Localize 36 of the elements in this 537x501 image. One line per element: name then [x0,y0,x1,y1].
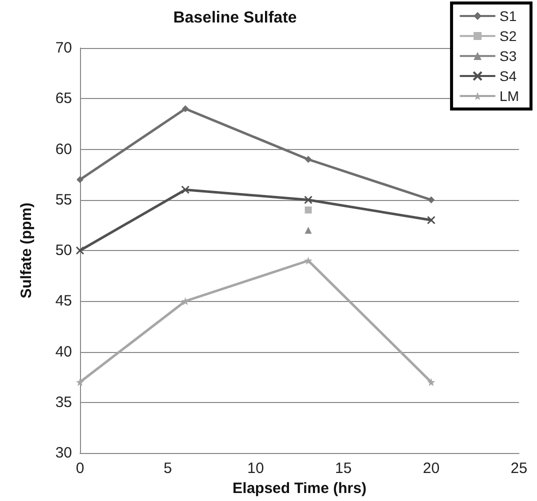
x-tick-label: 25 [510,460,528,477]
point [304,226,312,234]
x-tick-label: 0 [76,460,84,477]
y-tick-label: 70 [55,40,72,56]
point [76,378,84,386]
point [304,196,313,204]
legend-label: S3 [500,48,517,64]
y-tick-label: 65 [55,90,72,108]
point [304,256,312,265]
x-axis-title: Elapsed Time (hrs) [232,480,366,497]
point [427,378,436,386]
x-tick-label: 20 [422,460,440,477]
point [428,196,435,204]
legend-label: LM [500,88,520,104]
y-tick-label: 55 [55,191,72,208]
point [182,105,189,112]
legend-label: S1 [500,8,517,24]
point [426,216,436,224]
y-tick-label: 60 [55,140,72,158]
y-tick-label: 30 [55,444,72,462]
y-axis-title: Sulfate (ppm) [18,202,35,298]
y-tick-label: 45 [55,292,72,310]
point [304,206,312,214]
y-tick-label: 40 [55,343,72,360]
y-tick-label: 50 [55,242,72,259]
x-tick-label: 15 [335,460,352,477]
point [76,246,84,255]
legend-label: S4 [500,68,517,84]
legend-label: S2 [500,28,517,44]
x-tick-label: 10 [247,460,264,477]
y-tick-label: 35 [55,394,72,411]
point [304,156,312,163]
chart-title: Baseline Sulfate [173,10,297,26]
x-tick-label: 5 [164,460,172,477]
point [181,186,190,194]
point [76,176,84,184]
